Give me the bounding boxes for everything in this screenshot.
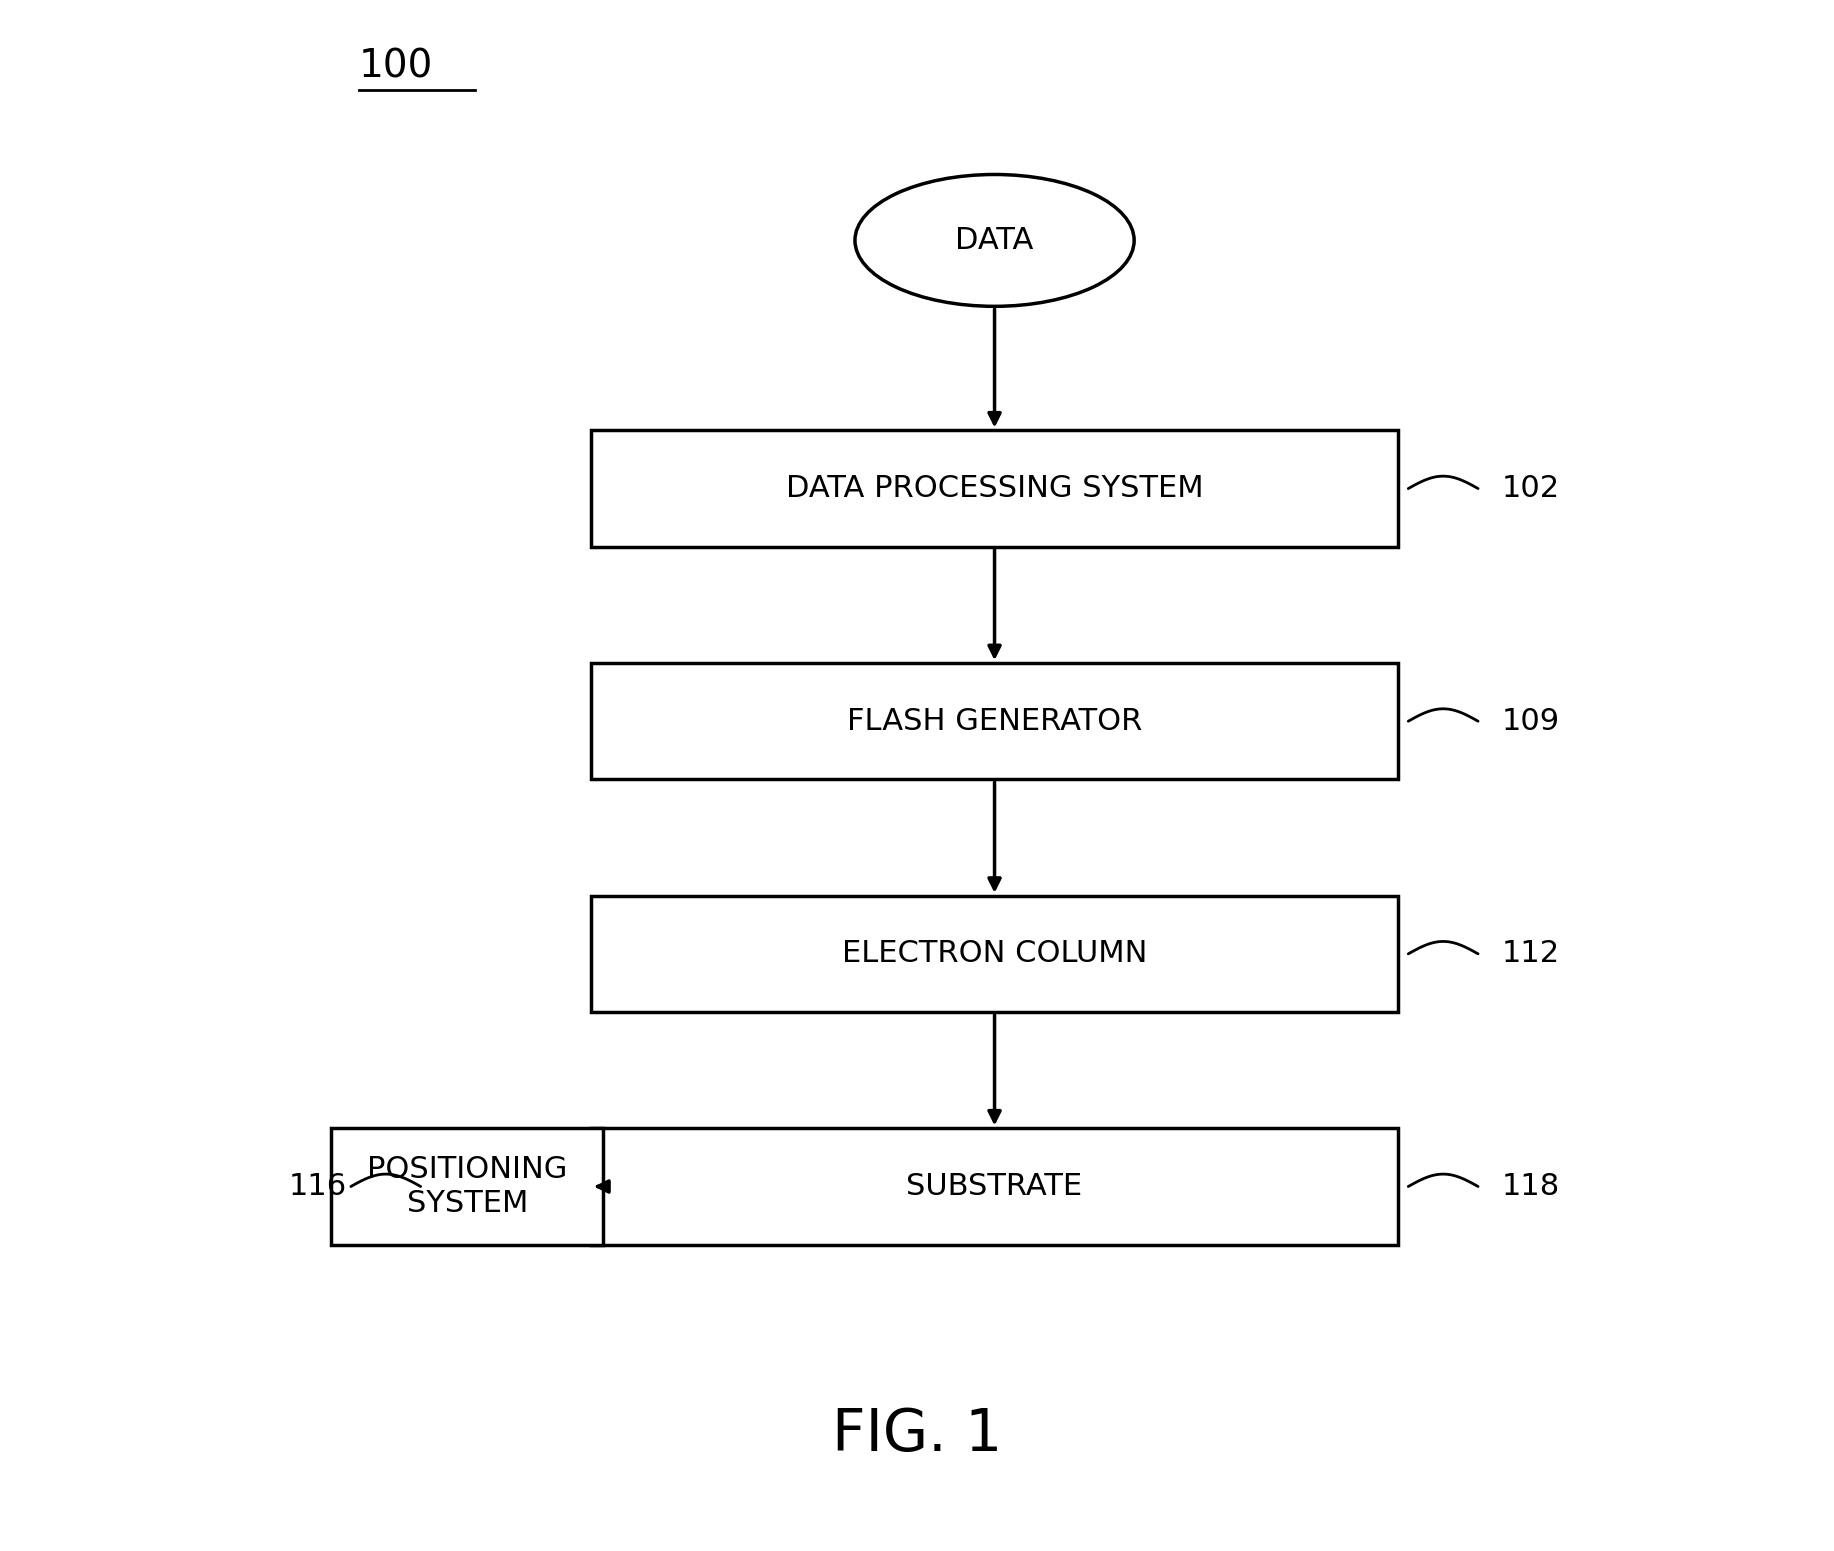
FancyBboxPatch shape <box>591 664 1398 780</box>
Text: 109: 109 <box>1502 707 1559 735</box>
FancyBboxPatch shape <box>591 431 1398 548</box>
Text: FIG. 1: FIG. 1 <box>833 1407 1001 1463</box>
FancyBboxPatch shape <box>591 896 1398 1013</box>
Text: DATA: DATA <box>956 226 1034 254</box>
Text: 102: 102 <box>1502 475 1559 503</box>
Text: 100: 100 <box>359 47 433 85</box>
Text: 112: 112 <box>1502 940 1559 968</box>
Text: 116: 116 <box>288 1173 347 1200</box>
Text: SUBSTRATE: SUBSTRATE <box>906 1173 1082 1200</box>
Ellipse shape <box>855 175 1133 307</box>
FancyBboxPatch shape <box>332 1129 603 1244</box>
Text: ELECTRON COLUMN: ELECTRON COLUMN <box>842 940 1148 968</box>
FancyBboxPatch shape <box>591 1129 1398 1244</box>
Text: DATA PROCESSING SYSTEM: DATA PROCESSING SYSTEM <box>785 475 1203 503</box>
Text: POSITIONING
SYSTEM: POSITIONING SYSTEM <box>367 1155 567 1218</box>
Text: 118: 118 <box>1502 1173 1559 1200</box>
Text: FLASH GENERATOR: FLASH GENERATOR <box>847 707 1143 735</box>
